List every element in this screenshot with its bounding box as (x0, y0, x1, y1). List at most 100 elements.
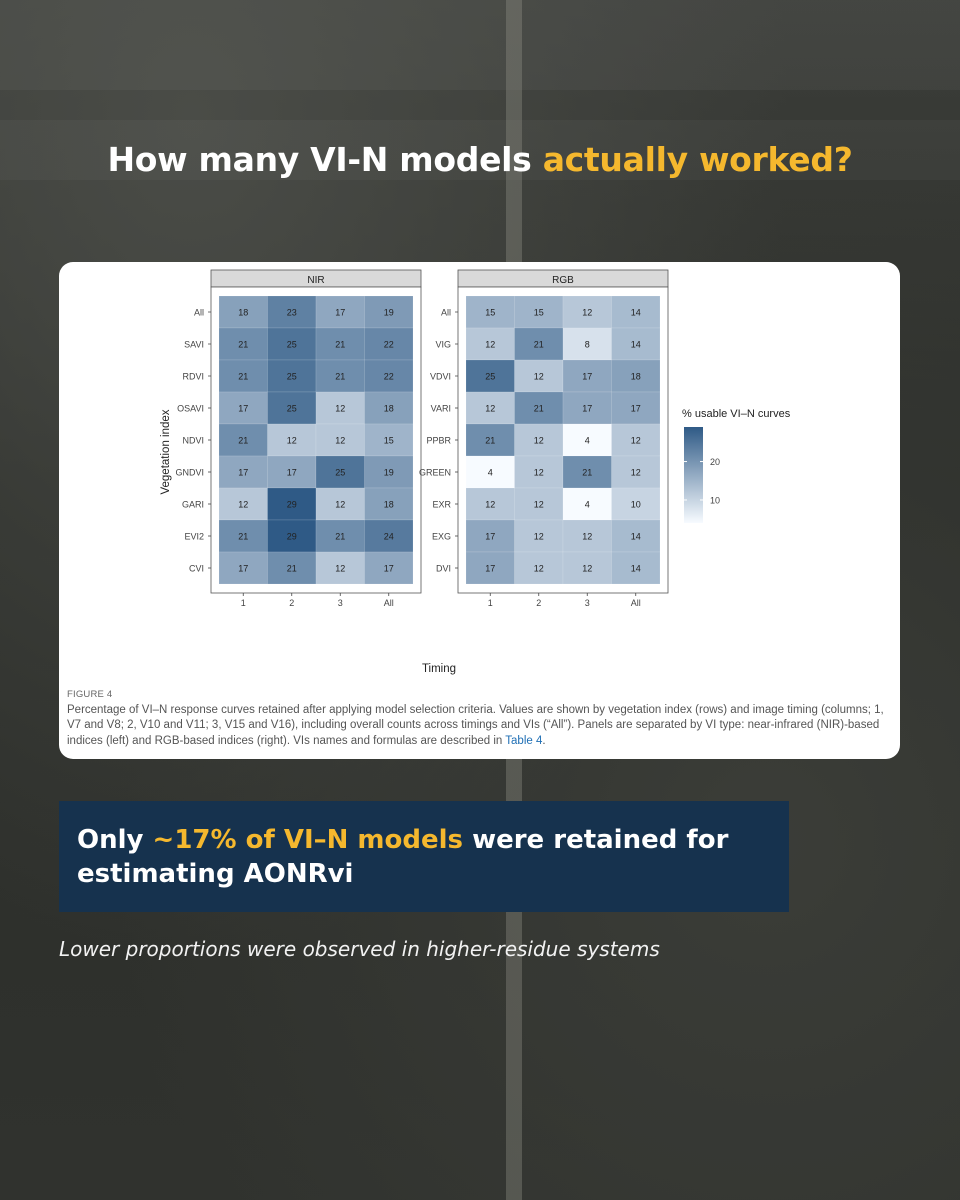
x-tick-label: 3 (585, 598, 590, 608)
legend-title: % usable VI–N curves (682, 408, 791, 420)
cell-value-label: 17 (238, 468, 248, 478)
heatmap-cell (514, 519, 564, 553)
heatmap-cell (465, 519, 515, 553)
heatmap-cell (465, 327, 515, 361)
heatmap-cell (267, 359, 317, 393)
heatmap-cell (465, 295, 515, 329)
heatmap-cell (267, 391, 317, 425)
cell-value-label: 19 (384, 468, 394, 478)
heatmap-cell (218, 487, 268, 521)
row-label: NDVI (182, 436, 204, 446)
heatmap-cell (611, 295, 661, 329)
headline-prefix: How many VI-N models (107, 140, 543, 179)
row-label: PPBR (426, 436, 451, 446)
cell-value-label: 14 (631, 532, 641, 542)
row-label: SAVI (184, 340, 204, 350)
cell-value-label: 25 (287, 404, 297, 414)
heatmap-cell (364, 487, 414, 521)
cell-value-label: 12 (485, 404, 495, 414)
heatmap-cell (218, 327, 268, 361)
cell-value-label: 12 (534, 532, 544, 542)
heatmap-cell (218, 423, 268, 457)
heatmap-cell (514, 295, 564, 329)
cell-value-label: 12 (631, 436, 641, 446)
heatmap-cell (267, 519, 317, 553)
row-label: OSAVI (177, 404, 204, 414)
cell-value-label: 18 (631, 372, 641, 382)
heatmap-cell (315, 359, 365, 393)
heatmap-cell (267, 551, 317, 585)
cell-value-label: 8 (585, 340, 590, 350)
cell-value-label: 25 (485, 372, 495, 382)
table-4-link[interactable]: Table 4 (505, 734, 543, 747)
heatmap-cell (364, 295, 414, 329)
heatmap-cell (562, 487, 612, 521)
heatmap-cell (562, 455, 612, 489)
cell-value-label: 17 (485, 532, 495, 542)
cell-value-label: 21 (287, 564, 297, 574)
cell-value-label: 17 (582, 372, 592, 382)
cell-value-label: 21 (485, 436, 495, 446)
heatmap-cell (611, 455, 661, 489)
panel-title-nir: NIR (307, 275, 324, 286)
cell-value-label: 21 (335, 340, 345, 350)
cell-value-label: 12 (335, 564, 345, 574)
heatmap-cell (611, 551, 661, 585)
row-label: EVI2 (184, 532, 204, 542)
heatmap-cell (315, 487, 365, 521)
cell-value-label: 21 (534, 404, 544, 414)
heatmap-cell (562, 551, 612, 585)
cell-value-label: 12 (582, 564, 592, 574)
heatmap-cell (562, 423, 612, 457)
cell-value-label: 12 (534, 500, 544, 510)
cell-value-label: 17 (582, 404, 592, 414)
cell-value-label: 17 (384, 564, 394, 574)
heatmap-cell (465, 551, 515, 585)
x-tick-label: 1 (488, 598, 493, 608)
heatmap-cell (315, 551, 365, 585)
figure-label: FIGURE 4 (67, 689, 113, 700)
cell-value-label: 17 (335, 308, 345, 318)
banner-suffix: were retained for estimating AONRvi (77, 825, 729, 889)
cell-value-label: 21 (238, 436, 248, 446)
row-label: VDVI (430, 372, 451, 382)
heatmap-cell (465, 423, 515, 457)
headline-accent: actually worked? (542, 140, 853, 179)
heatmap-cell (514, 423, 564, 457)
legend-tick-label: 20 (710, 457, 720, 467)
heatmap-cell (364, 455, 414, 489)
row-label: VARI (431, 404, 451, 414)
panel-title-rgb: RGB (552, 275, 574, 286)
cell-value-label: 12 (631, 468, 641, 478)
caption-end: . (542, 734, 546, 747)
heatmap-cell (364, 327, 414, 361)
cell-value-label: 12 (238, 500, 248, 510)
row-label: GNDVI (175, 468, 204, 478)
cell-value-label: 21 (335, 532, 345, 542)
headline: How many VI-N models actually worked? (0, 140, 960, 179)
cell-value-label: 12 (335, 436, 345, 446)
heatmap-cell (364, 551, 414, 585)
row-label: EXR (432, 500, 451, 510)
heatmap-cell (465, 487, 515, 521)
cell-value-label: 25 (335, 468, 345, 478)
x-axis-title: Timing (422, 663, 456, 675)
row-label: RDVI (182, 372, 204, 382)
row-label: DVI (436, 564, 451, 574)
heatmap-cell (562, 359, 612, 393)
x-tick-label: All (384, 598, 394, 608)
heatmap-cell (514, 455, 564, 489)
heatmap-cell (514, 359, 564, 393)
cell-value-label: 21 (335, 372, 345, 382)
cell-value-label: 21 (582, 468, 592, 478)
cell-value-label: 12 (335, 500, 345, 510)
cell-value-label: 15 (485, 308, 495, 318)
heatmap-cell (611, 327, 661, 361)
heatmap-cell (267, 487, 317, 521)
cell-value-label: 18 (384, 500, 394, 510)
heatmap-cell (267, 455, 317, 489)
caption-text: Percentage of VI–N response curves retai… (67, 703, 884, 747)
row-label: All (194, 308, 204, 318)
banner-accent: ~17% of VI–N models (152, 825, 464, 855)
